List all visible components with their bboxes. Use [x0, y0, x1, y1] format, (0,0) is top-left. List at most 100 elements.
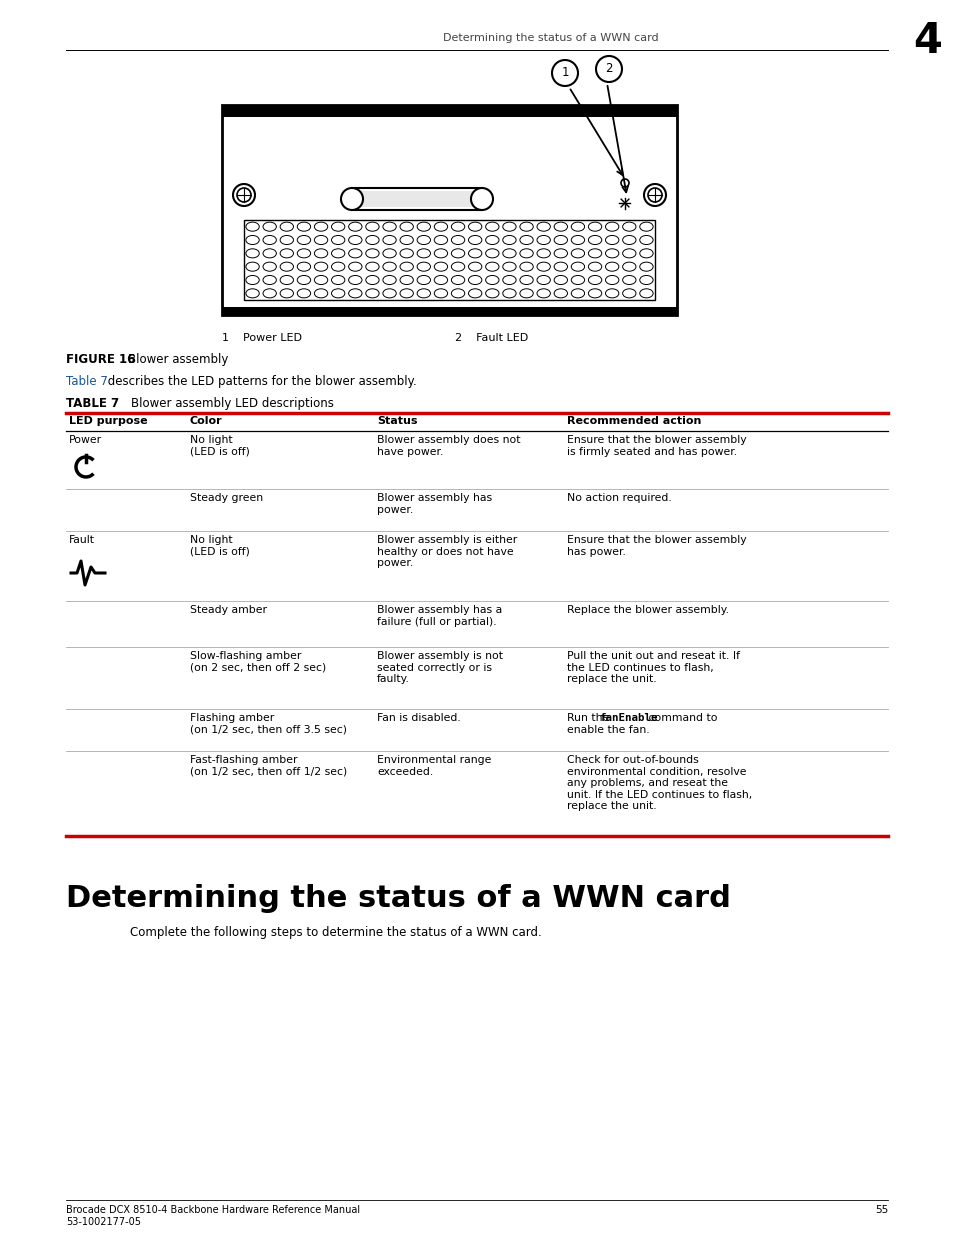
- Ellipse shape: [468, 236, 481, 245]
- Ellipse shape: [537, 248, 550, 258]
- Ellipse shape: [571, 222, 584, 231]
- Text: Check for out-of-bounds
environmental condition, resolve
any problems, and resea: Check for out-of-bounds environmental co…: [566, 755, 752, 811]
- Ellipse shape: [537, 289, 550, 298]
- Circle shape: [647, 188, 661, 203]
- Ellipse shape: [605, 222, 618, 231]
- Ellipse shape: [331, 222, 344, 231]
- Text: No light
(LED is off): No light (LED is off): [190, 435, 250, 457]
- Text: describes the LED patterns for the blower assembly.: describes the LED patterns for the blowe…: [104, 375, 416, 388]
- Ellipse shape: [331, 275, 344, 284]
- Ellipse shape: [485, 236, 498, 245]
- Ellipse shape: [280, 222, 294, 231]
- Ellipse shape: [554, 289, 567, 298]
- Ellipse shape: [314, 222, 328, 231]
- Ellipse shape: [451, 248, 464, 258]
- Ellipse shape: [314, 262, 328, 272]
- Ellipse shape: [519, 275, 533, 284]
- Ellipse shape: [468, 248, 481, 258]
- Ellipse shape: [314, 275, 328, 284]
- Ellipse shape: [605, 262, 618, 272]
- Ellipse shape: [588, 222, 601, 231]
- Ellipse shape: [246, 289, 259, 298]
- Text: Power: Power: [69, 435, 102, 445]
- Circle shape: [620, 179, 628, 186]
- Ellipse shape: [399, 248, 413, 258]
- Ellipse shape: [297, 248, 311, 258]
- Ellipse shape: [502, 248, 516, 258]
- Bar: [244, 220, 655, 300]
- Ellipse shape: [639, 289, 653, 298]
- Ellipse shape: [331, 248, 344, 258]
- Ellipse shape: [571, 248, 584, 258]
- Text: 2: 2: [604, 63, 612, 75]
- Ellipse shape: [605, 248, 618, 258]
- Ellipse shape: [639, 236, 653, 245]
- Ellipse shape: [263, 262, 276, 272]
- Circle shape: [233, 184, 254, 206]
- Ellipse shape: [485, 275, 498, 284]
- Ellipse shape: [246, 248, 259, 258]
- Ellipse shape: [502, 275, 516, 284]
- Ellipse shape: [365, 275, 378, 284]
- Ellipse shape: [434, 275, 447, 284]
- Ellipse shape: [382, 236, 395, 245]
- Ellipse shape: [246, 262, 259, 272]
- Ellipse shape: [382, 248, 395, 258]
- Ellipse shape: [280, 289, 294, 298]
- Ellipse shape: [280, 236, 294, 245]
- Ellipse shape: [588, 289, 601, 298]
- Ellipse shape: [348, 289, 361, 298]
- Bar: [352, 188, 481, 210]
- Ellipse shape: [537, 222, 550, 231]
- Ellipse shape: [622, 275, 636, 284]
- Circle shape: [596, 56, 621, 82]
- Text: Ensure that the blower assembly
is firmly seated and has power.: Ensure that the blower assembly is firml…: [566, 435, 746, 457]
- Ellipse shape: [365, 248, 378, 258]
- Ellipse shape: [468, 222, 481, 231]
- Ellipse shape: [485, 289, 498, 298]
- Text: 1    Power LED: 1 Power LED: [222, 333, 302, 343]
- Ellipse shape: [605, 289, 618, 298]
- Ellipse shape: [399, 275, 413, 284]
- Ellipse shape: [605, 236, 618, 245]
- Bar: [355, 191, 478, 207]
- Text: Blower assembly LED descriptions: Blower assembly LED descriptions: [131, 396, 334, 410]
- Ellipse shape: [502, 262, 516, 272]
- Ellipse shape: [263, 236, 276, 245]
- Text: LED purpose: LED purpose: [69, 416, 148, 426]
- Ellipse shape: [588, 236, 601, 245]
- Text: Fast-flashing amber
(on 1/2 sec, then off 1/2 sec): Fast-flashing amber (on 1/2 sec, then of…: [190, 755, 347, 777]
- Text: Blower assembly does not
have power.: Blower assembly does not have power.: [376, 435, 520, 457]
- Ellipse shape: [639, 262, 653, 272]
- Ellipse shape: [519, 248, 533, 258]
- Ellipse shape: [314, 236, 328, 245]
- Ellipse shape: [263, 222, 276, 231]
- Ellipse shape: [468, 262, 481, 272]
- Ellipse shape: [263, 248, 276, 258]
- Ellipse shape: [519, 222, 533, 231]
- Ellipse shape: [485, 222, 498, 231]
- Ellipse shape: [622, 236, 636, 245]
- Ellipse shape: [451, 262, 464, 272]
- Text: 4: 4: [912, 20, 941, 62]
- Ellipse shape: [314, 248, 328, 258]
- Ellipse shape: [331, 236, 344, 245]
- Ellipse shape: [622, 289, 636, 298]
- Ellipse shape: [365, 289, 378, 298]
- Ellipse shape: [622, 248, 636, 258]
- Text: Brocade DCX 8510-4 Backbone Hardware Reference Manual
53-1002177-05: Brocade DCX 8510-4 Backbone Hardware Ref…: [66, 1205, 359, 1226]
- Ellipse shape: [416, 248, 430, 258]
- Ellipse shape: [416, 262, 430, 272]
- Ellipse shape: [554, 236, 567, 245]
- Ellipse shape: [365, 222, 378, 231]
- Ellipse shape: [382, 289, 395, 298]
- Text: fanEnable: fanEnable: [598, 713, 658, 722]
- Ellipse shape: [297, 222, 311, 231]
- Text: Table 7: Table 7: [66, 375, 108, 388]
- Text: Blower assembly is either
healthy or does not have
power.: Blower assembly is either healthy or doe…: [376, 535, 517, 568]
- Ellipse shape: [416, 222, 430, 231]
- Ellipse shape: [622, 262, 636, 272]
- Ellipse shape: [246, 222, 259, 231]
- Ellipse shape: [554, 275, 567, 284]
- Ellipse shape: [416, 236, 430, 245]
